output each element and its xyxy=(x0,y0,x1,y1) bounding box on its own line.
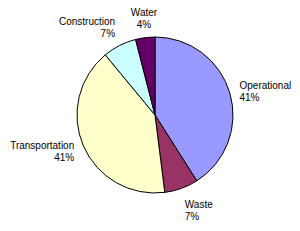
data-label: 41% xyxy=(240,92,260,103)
data-label: 7% xyxy=(185,211,200,222)
category-label: Water xyxy=(131,7,158,18)
data-label: 41% xyxy=(54,152,74,163)
category-label: Transportation xyxy=(10,140,74,151)
category-label: Operational xyxy=(240,80,292,91)
chart: Operational41%Waste7%Transportation41%Co… xyxy=(0,0,300,231)
category-label: Construction xyxy=(59,16,115,27)
data-label: 4% xyxy=(137,19,152,30)
data-label: 7% xyxy=(101,28,116,39)
pie xyxy=(77,37,233,193)
category-label: Waste xyxy=(185,199,213,210)
labels: Operational41%Waste7%Transportation41%Co… xyxy=(10,7,291,222)
pie-slice xyxy=(136,37,155,115)
